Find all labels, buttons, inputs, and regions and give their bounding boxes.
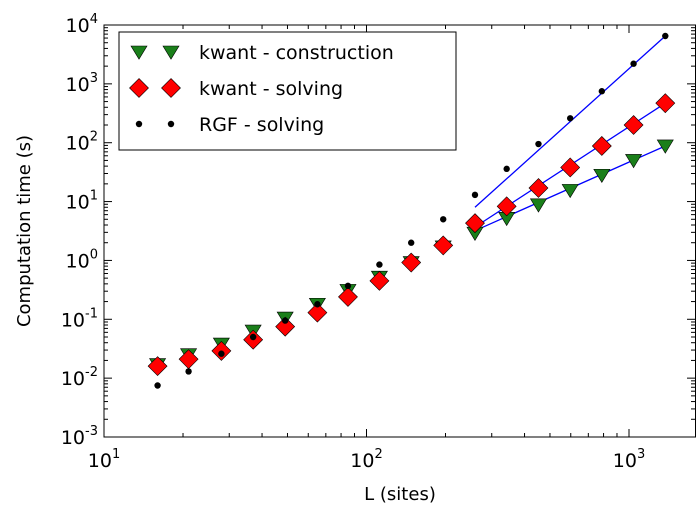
y-tick-label: 103 (66, 71, 98, 96)
data-point (218, 350, 225, 357)
data-point (535, 140, 542, 148)
data-point (529, 198, 547, 213)
data-point (314, 301, 321, 308)
y-tick-label: 10-2 (61, 365, 98, 390)
data-point (560, 157, 581, 178)
data-point (440, 216, 447, 223)
data-point (154, 382, 161, 389)
y-tick-label: 102 (66, 130, 98, 155)
legend-marker (161, 78, 181, 98)
data-point (407, 239, 415, 246)
data-point (561, 184, 579, 199)
data-point (401, 252, 422, 273)
data-point (344, 282, 352, 290)
data-point (566, 115, 574, 122)
x-tick-label: 102 (350, 447, 382, 472)
data-point (147, 356, 168, 377)
y-tick-label: 104 (66, 12, 98, 37)
y-axis-label: Computation time (s) (14, 135, 35, 327)
data-point (496, 196, 517, 217)
data-point (662, 32, 669, 40)
data-point (503, 165, 510, 173)
data-point (591, 136, 612, 156)
axis-ticks: 101 102 103 10-3 10-2 10-1 100 101 102 103 104 (61, 12, 695, 472)
data-point (433, 235, 454, 256)
series-1 (147, 93, 676, 377)
legend-marker (167, 120, 175, 128)
y-tick-label: 10-1 (61, 306, 98, 331)
data-point (338, 286, 358, 307)
data-point (625, 154, 643, 169)
data-point (598, 88, 606, 95)
x-tick-label: 103 (613, 447, 645, 472)
series-2 (154, 32, 669, 389)
y-tick-label: 101 (66, 189, 98, 214)
data-point (249, 333, 257, 341)
data-point (655, 93, 676, 114)
legend-marker (129, 78, 149, 98)
data-point (275, 316, 296, 337)
x-axis-label: L (sites) (364, 484, 436, 505)
legend-marker (162, 45, 180, 60)
data-point (593, 168, 611, 184)
legend-label: RGF - solving (199, 114, 324, 136)
y-tick-label: 10-3 (61, 424, 98, 449)
data-point (528, 178, 549, 198)
data-point (369, 270, 390, 291)
data-points (147, 32, 676, 389)
x-tick-label: 101 (88, 447, 120, 472)
legend-marker (130, 45, 148, 60)
data-point (376, 261, 383, 268)
data-point (623, 115, 644, 135)
data-point (307, 302, 328, 323)
y-tick-label: 100 (66, 247, 98, 272)
data-point (185, 368, 192, 375)
legend-label: kwant - solving (199, 78, 343, 100)
legend: kwant - construction kwant - solving RGF -… (118, 31, 457, 151)
data-point (465, 213, 485, 234)
legend-label: kwant - construction (199, 42, 394, 64)
data-point (630, 60, 637, 67)
data-point (656, 139, 674, 154)
data-point (281, 317, 289, 324)
data-point (471, 191, 479, 199)
legend-marker (135, 120, 143, 128)
data-point (178, 349, 199, 370)
